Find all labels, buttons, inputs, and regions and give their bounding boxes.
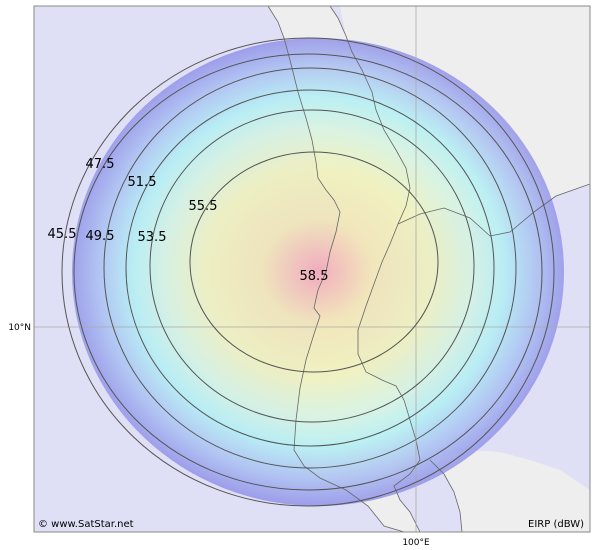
latitude-label: 10°N [8,323,31,333]
contour-ring-51-5 [125,89,495,447]
map-frame [33,5,591,533]
contour-ring-53-5 [149,109,475,423]
contour-ring-55-5 [189,151,439,373]
credit-text: © www.SatStar.net [38,519,134,530]
contour-label-47-5: 47.5 [86,157,115,172]
contour-label-49-5: 49.5 [86,229,115,244]
contour-label-55-5: 55.5 [189,199,218,214]
contour-label-58-5: 58.5 [300,269,329,284]
land-south-strip [430,450,590,532]
coverage-footprint [72,38,564,506]
coastline-east [397,183,590,237]
contour-ring-49-5 [103,67,517,469]
contour-label-45-5: 45.5 [48,227,77,242]
contour-label-53-5: 53.5 [138,230,167,245]
contour-labels: 45.5 47.5 49.5 51.5 53.5 55.5 58.5 [48,157,329,284]
contour-label-51-5: 51.5 [128,175,157,190]
contour-ring-45-5 [61,37,555,507]
coastline [267,6,405,532]
coastline-inner [329,6,421,532]
coastline-south [429,459,463,532]
eirp-unit-label: EIRP (dBW) [528,519,584,530]
contour-ring-47-5 [73,53,543,491]
contour-rings [61,37,555,507]
longitude-label: 100°E [402,538,430,548]
